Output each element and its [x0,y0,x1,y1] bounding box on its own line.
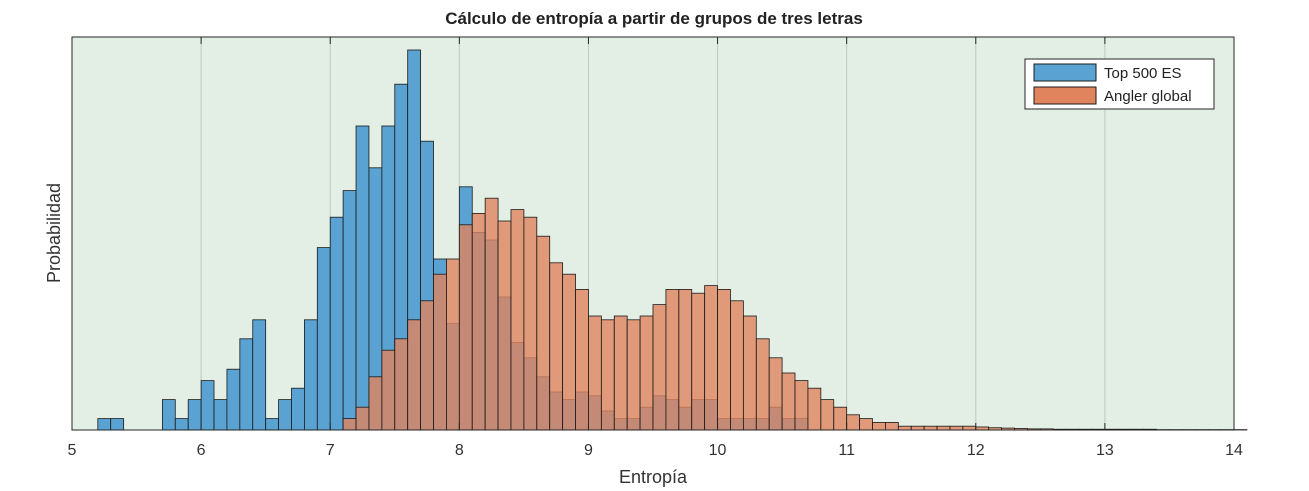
bar-angler-global-29 [471,212,486,431]
bar-angler-global-23 [394,338,409,431]
bar-angler-global-56 [820,399,835,431]
bar-angler-global-38 [588,315,602,431]
bar-angler-global-65 [936,425,951,431]
x-tick-label-10: 10 [709,442,727,459]
bar-angler-global-51 [755,338,770,431]
chart-title: Cálculo de entropía a partir de grupos d… [445,9,863,28]
bar-top-500-es-14 [278,399,292,431]
legend-swatch-top-500-es [1033,63,1097,82]
x-tick-label-11: 11 [838,442,855,459]
bar-angler-global-44 [665,288,680,431]
bar-angler-global-46 [691,292,706,431]
bar-angler-global-33 [523,216,538,431]
bar-angler-global-59 [859,418,873,431]
bar-angler-global-61 [885,421,899,431]
bar-angler-global-37 [575,288,589,431]
bar-angler-global-43 [652,304,667,431]
bar-top-500-es-1 [110,418,125,431]
bar-angler-global-47 [704,285,718,431]
x-tick-label-12: 12 [967,442,985,459]
bar-angler-global-42 [639,315,654,431]
bar-angler-global-31 [497,220,512,431]
bar-angler-global-41 [626,319,641,431]
bar-angler-global-40 [613,315,628,431]
bar-top-500-es-7 [187,399,202,431]
bar-angler-global-66 [949,425,964,431]
bar-top-500-es-19 [342,190,357,431]
x-tick-label-6: 6 [197,442,206,459]
bar-top-500-es-15 [291,387,305,431]
bar-angler-global-45 [678,288,693,431]
bar-angler-global-63 [910,425,925,431]
bar-angler-global-58 [846,414,860,431]
bar-angler-global-19 [342,418,357,431]
bar-angler-global-48 [717,288,731,431]
bar-angler-global-60 [872,421,886,431]
x-tick-label-14: 14 [1225,442,1243,459]
legend-swatch-angler-global [1033,86,1097,105]
x-axis-label: Entropía [619,467,688,487]
bar-top-500-es-6 [174,418,189,431]
bar-angler-global-28 [458,224,473,431]
bar-top-500-es-8 [200,380,215,431]
x-tick-label-7: 7 [326,442,335,459]
bar-angler-global-67 [962,425,977,431]
bar-angler-global-27 [446,258,460,431]
bar-angler-global-30 [484,197,499,431]
bar-angler-global-24 [407,319,422,431]
x-axis-ticks: 5 6 7 8 9 10 11 12 13 14 [68,37,1243,459]
x-tick-label-13: 13 [1096,442,1114,459]
bar-angler-global-34 [536,235,551,431]
bar-angler-global-64 [923,425,938,431]
bar-angler-global-52 [768,357,783,431]
bar-top-500-es-13 [265,418,279,431]
bar-angler-global-36 [562,273,576,431]
bar-angler-global-53 [781,372,796,431]
bar-angler-global-55 [807,387,822,431]
bar-top-500-es-5 [161,399,176,431]
bar-angler-global-26 [433,273,447,431]
bar-top-500-es-20 [355,125,370,431]
x-tick-label-9: 9 [584,442,593,459]
bar-angler-global-54 [794,380,809,431]
bar-angler-global-57 [833,406,848,431]
x-tick-label-8: 8 [455,442,464,459]
legend-label-angler-global: Angler global [1104,88,1192,105]
bars-angler-global [342,197,1248,431]
bar-angler-global-21 [368,376,383,431]
bar-angler-global-39 [600,319,615,431]
plot-frame [71,36,1235,431]
bar-top-500-es-17 [316,247,331,431]
bar-top-500-es-0 [97,418,112,431]
legend: Top 500 ES Angler global [1024,58,1215,110]
bar-angler-global-49 [730,300,744,431]
legend-label-top-500-es: Top 500 ES [1104,65,1182,82]
bar-angler-global-35 [549,262,564,431]
bar-top-500-es-18 [329,216,344,431]
bar-top-500-es-16 [303,319,318,431]
bar-top-500-es-9 [213,399,228,431]
bar-top-500-es-10 [226,368,241,431]
bar-top-500-es-11 [239,338,254,431]
bar-angler-global-25 [420,300,434,431]
x-tick-label-5: 5 [68,442,77,459]
bar-angler-global-20 [355,406,370,431]
bar-top-500-es-12 [252,319,267,431]
bar-angler-global-22 [381,349,396,431]
y-axis-label: Probabilidad [44,183,64,283]
bar-angler-global-32 [510,209,525,431]
bar-angler-global-62 [897,425,912,431]
bar-angler-global-50 [742,315,757,431]
